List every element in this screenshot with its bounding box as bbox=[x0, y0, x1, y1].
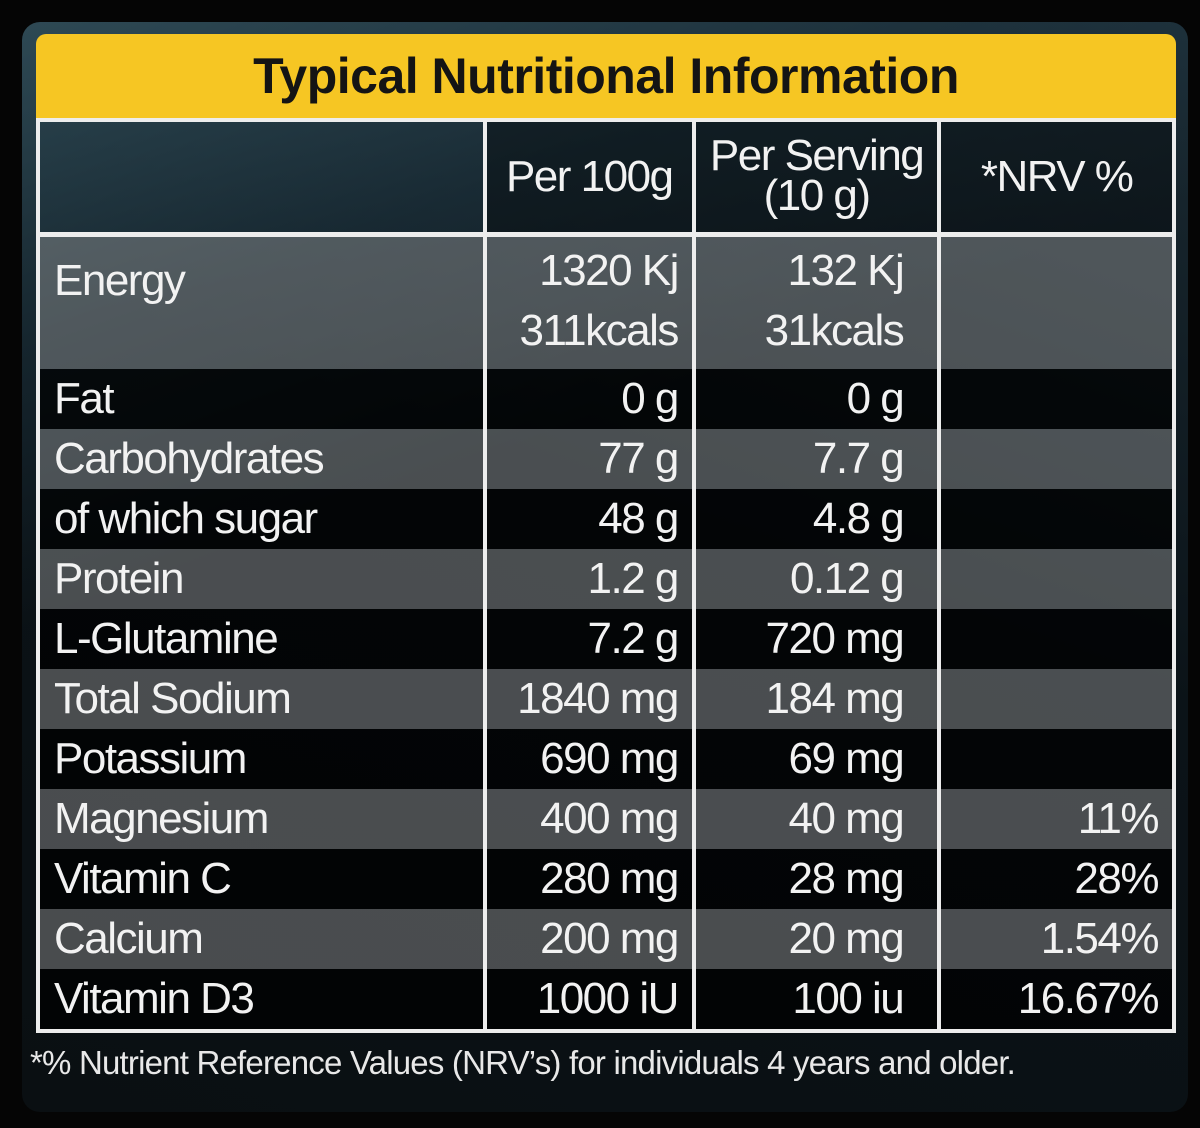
per-serving-value: 69 mg bbox=[695, 729, 942, 789]
per-100g-value: 1.2 g bbox=[486, 549, 696, 609]
header-blank-cell bbox=[40, 122, 487, 237]
per-100g-value: 7.2 g bbox=[486, 609, 696, 669]
nutrient-name: Total Sodium bbox=[40, 669, 487, 729]
per-100g-value: 77 g bbox=[486, 429, 696, 489]
nrv-footnote: *% Nutrient Reference Values (NRV’s) for… bbox=[30, 1044, 1016, 1081]
nutrient-name: Vitamin D3 bbox=[40, 969, 487, 1029]
nutrient-name: of which sugar bbox=[40, 489, 487, 549]
nrv-value: 1.54% bbox=[941, 909, 1172, 969]
nrv-value bbox=[941, 429, 1172, 489]
per-serving-value: 132 Kj 31kcals bbox=[695, 237, 942, 369]
nrv-value bbox=[941, 489, 1172, 549]
per-100g-value: 1320 Kj 311kcals bbox=[486, 237, 696, 369]
header-per-serving-line2: (10 g) bbox=[763, 171, 871, 220]
table-row: Vitamin C 280 mg 28 mg 28% bbox=[40, 849, 1172, 909]
nutrient-name: Fat bbox=[40, 369, 487, 429]
per-serving-value: 20 mg bbox=[695, 909, 942, 969]
table-header-row: Per 100g Per Serving (10 g) *NRV % bbox=[40, 122, 1172, 237]
per-100g-value: 1000 iU bbox=[486, 969, 696, 1029]
per-serving-value: 0.12 g bbox=[695, 549, 942, 609]
nrv-value bbox=[941, 669, 1172, 729]
per-serving-value: 7.7 g bbox=[695, 429, 942, 489]
table-row: Magnesium 400 mg 40 mg 11% bbox=[40, 789, 1172, 849]
table-row: of which sugar 48 g 4.8 g bbox=[40, 489, 1172, 549]
nutrient-name: Protein bbox=[40, 549, 487, 609]
nrv-value bbox=[941, 609, 1172, 669]
nutrition-table: Per 100g Per Serving (10 g) *NRV % Energ… bbox=[36, 118, 1176, 1033]
nutrient-name: Potassium bbox=[40, 729, 487, 789]
nutrient-name: L-Glutamine bbox=[40, 609, 487, 669]
per-serving-value: 720 mg bbox=[695, 609, 942, 669]
nutrition-panel: Typical Nutritional Information Per 100g… bbox=[22, 22, 1188, 1112]
per-serving-value: 4.8 g bbox=[695, 489, 942, 549]
title-bar: Typical Nutritional Information bbox=[36, 34, 1176, 118]
table-row: Potassium 690 mg 69 mg bbox=[40, 729, 1172, 789]
per-100g-value: 200 mg bbox=[486, 909, 696, 969]
per-serving-kj: 132 Kj bbox=[787, 246, 905, 295]
nutrient-name: Carbohydrates bbox=[40, 429, 487, 489]
per-serving-value: 184 mg bbox=[695, 669, 942, 729]
table-row: Total Sodium 1840 mg 184 mg bbox=[40, 669, 1172, 729]
per-100g-value: 690 mg bbox=[486, 729, 696, 789]
table-row: Fat 0 g 0 g bbox=[40, 369, 1172, 429]
table-row: Carbohydrates 77 g 7.7 g bbox=[40, 429, 1172, 489]
per-serving-value: 100 iu bbox=[695, 969, 942, 1029]
per-serving-value: 0 g bbox=[695, 369, 942, 429]
nrv-value bbox=[941, 549, 1172, 609]
per-serving-kcal: 31kcals bbox=[764, 306, 905, 355]
table-row: Calcium 200 mg 20 mg 1.54% bbox=[40, 909, 1172, 969]
nrv-value: 11% bbox=[941, 789, 1172, 849]
per-100g-value: 48 g bbox=[486, 489, 696, 549]
per-100g-kj: 1320 Kj bbox=[539, 246, 679, 295]
table-row: Protein 1.2 g 0.12 g bbox=[40, 549, 1172, 609]
header-per-serving-line1: Per Serving bbox=[709, 131, 925, 180]
per-100g-value: 1840 mg bbox=[486, 669, 696, 729]
table-row: Energy 1320 Kj 311kcals 132 Kj 31kcals bbox=[40, 237, 1172, 369]
nrv-value: 28% bbox=[941, 849, 1172, 909]
per-100g-value: 400 mg bbox=[486, 789, 696, 849]
nrv-value: 16.67% bbox=[941, 969, 1172, 1029]
nrv-value bbox=[941, 729, 1172, 789]
nutrient-name: Energy bbox=[40, 237, 487, 369]
header-per-serving: Per Serving (10 g) bbox=[695, 122, 942, 237]
nutrient-name: Calcium bbox=[40, 909, 487, 969]
table-row: L-Glutamine 7.2 g 720 mg bbox=[40, 609, 1172, 669]
header-nrv: *NRV % bbox=[941, 122, 1172, 237]
nutrient-name: Magnesium bbox=[40, 789, 487, 849]
nrv-value bbox=[941, 369, 1172, 429]
per-serving-value: 40 mg bbox=[695, 789, 942, 849]
per-100g-value: 280 mg bbox=[486, 849, 696, 909]
per-100g-kcal: 311kcals bbox=[519, 306, 679, 355]
nrv-value bbox=[941, 237, 1172, 369]
per-100g-value: 0 g bbox=[486, 369, 696, 429]
nutrient-name: Vitamin C bbox=[40, 849, 487, 909]
table-row: Vitamin D3 1000 iU 100 iu 16.67% bbox=[40, 969, 1172, 1029]
panel-title: Typical Nutritional Information bbox=[253, 48, 959, 104]
per-serving-value: 28 mg bbox=[695, 849, 942, 909]
header-per-100g: Per 100g bbox=[486, 122, 696, 237]
